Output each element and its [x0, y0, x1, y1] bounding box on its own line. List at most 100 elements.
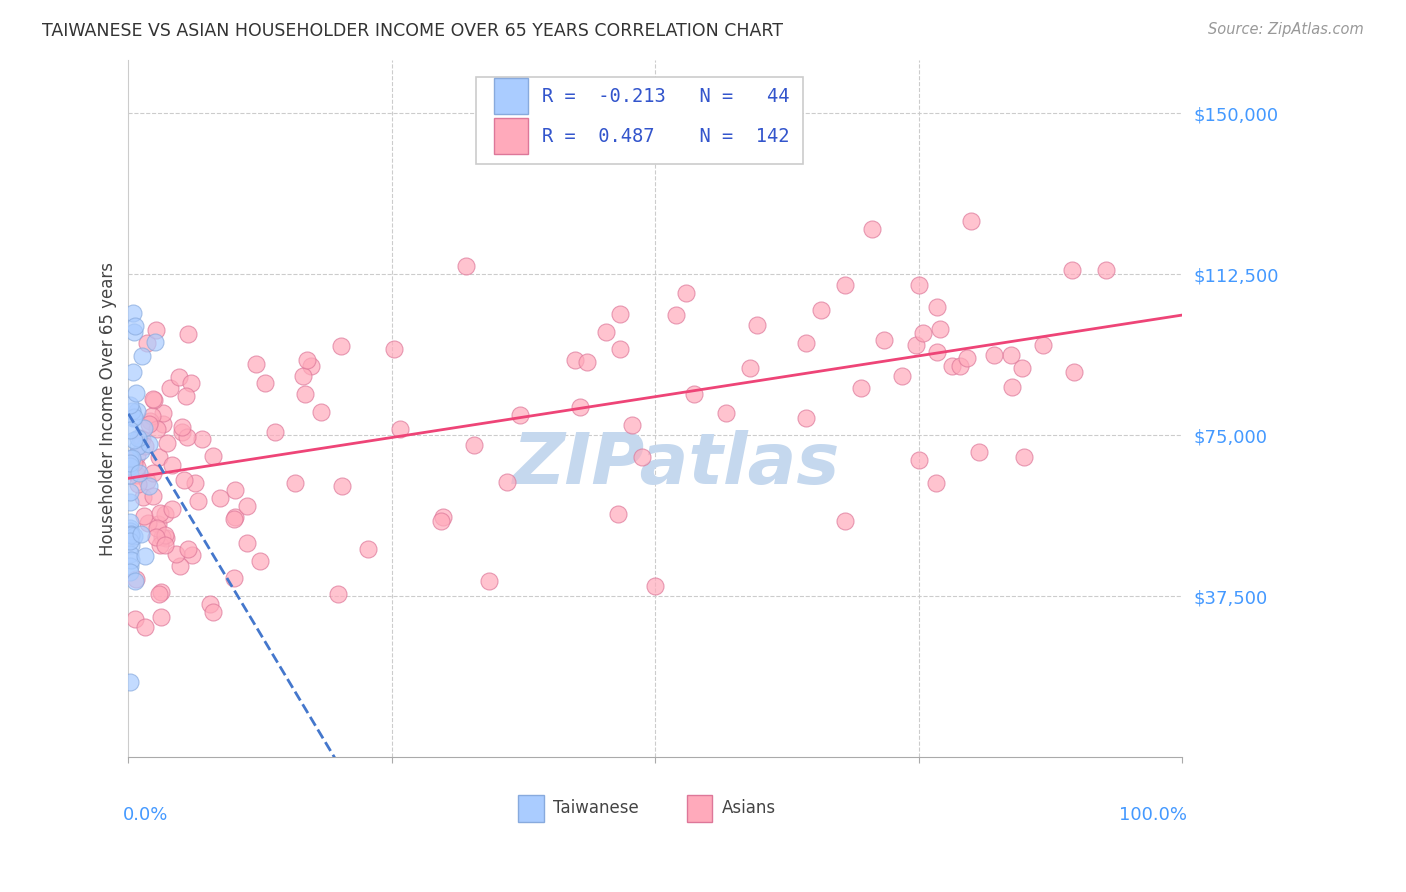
Point: [120, 538, 142, 552]
Point: [1094, 263, 1116, 277]
Point: [860, 221, 883, 235]
Point: [127, 439, 149, 453]
Point: [253, 376, 276, 390]
Point: [121, 404, 143, 418]
Point: [949, 359, 972, 374]
Point: [834, 278, 856, 293]
Point: [120, 527, 142, 541]
Point: [202, 449, 225, 463]
Point: [142, 392, 165, 406]
Point: [118, 450, 141, 465]
Point: [120, 527, 142, 541]
Point: [1032, 338, 1054, 352]
Point: [609, 343, 631, 357]
Point: [134, 620, 156, 634]
Point: [176, 430, 198, 444]
Point: [911, 326, 934, 341]
Point: [124, 325, 146, 339]
Point: [122, 365, 145, 379]
Point: [1063, 365, 1085, 379]
Point: [714, 405, 737, 419]
Point: [326, 586, 349, 600]
Point: [160, 501, 183, 516]
Point: [127, 476, 149, 491]
Point: [148, 587, 170, 601]
Text: ZIPatlas: ZIPatlas: [513, 430, 839, 499]
Point: [955, 351, 977, 366]
Point: [146, 422, 169, 436]
Point: [153, 528, 176, 542]
Point: [118, 515, 141, 529]
Point: [967, 445, 990, 459]
Point: [908, 452, 931, 467]
Point: [432, 510, 454, 524]
Point: [118, 485, 141, 500]
Point: [1011, 360, 1033, 375]
Text: Taiwanese: Taiwanese: [553, 798, 638, 817]
Point: [132, 509, 155, 524]
Point: [630, 450, 652, 464]
Point: [142, 392, 165, 407]
Point: [122, 433, 145, 447]
Text: Source: ZipAtlas.com: Source: ZipAtlas.com: [1208, 22, 1364, 37]
Point: [382, 342, 405, 356]
Point: [644, 579, 666, 593]
Bar: [519, 795, 544, 822]
Point: [849, 381, 872, 395]
FancyBboxPatch shape: [477, 77, 803, 164]
Point: [118, 547, 141, 561]
Point: [118, 468, 141, 483]
Point: [564, 353, 586, 368]
Point: [388, 422, 411, 436]
Point: [747, 318, 769, 333]
Point: [121, 410, 143, 425]
Point: [142, 467, 165, 481]
Point: [907, 278, 929, 293]
Point: [149, 609, 172, 624]
Point: [1001, 380, 1024, 394]
Point: [120, 552, 142, 566]
Point: [122, 306, 145, 320]
Point: [125, 403, 148, 417]
Point: [509, 408, 531, 422]
Point: [128, 431, 150, 445]
Point: [495, 475, 517, 489]
Point: [186, 493, 208, 508]
Point: [165, 547, 187, 561]
Y-axis label: Householder Income Over 65 years: Householder Income Over 65 years: [100, 261, 117, 556]
Point: [181, 548, 204, 562]
Point: [131, 444, 153, 458]
Point: [222, 571, 245, 585]
Point: [125, 468, 148, 483]
Point: [929, 322, 952, 336]
Point: [125, 448, 148, 462]
Point: [125, 573, 148, 587]
Point: [174, 389, 197, 403]
Point: [118, 524, 141, 538]
Point: [683, 387, 706, 401]
Point: [330, 339, 353, 353]
Point: [202, 605, 225, 619]
Point: [152, 406, 174, 420]
Point: [1012, 450, 1035, 464]
Point: [235, 536, 257, 550]
Point: [430, 514, 453, 528]
Point: [150, 530, 173, 544]
Point: [873, 333, 896, 347]
Point: [180, 376, 202, 390]
Point: [167, 370, 190, 384]
Point: [118, 398, 141, 412]
Point: [120, 458, 142, 473]
Point: [120, 558, 142, 573]
Point: [146, 516, 169, 531]
Point: [675, 97, 697, 112]
Point: [138, 437, 160, 451]
Point: [128, 467, 150, 481]
Point: [136, 335, 159, 350]
Point: [1000, 348, 1022, 362]
Point: [245, 357, 267, 371]
Point: [236, 499, 259, 513]
Text: 100.0%: 100.0%: [1119, 806, 1187, 824]
Point: [295, 353, 318, 368]
Point: [575, 354, 598, 368]
